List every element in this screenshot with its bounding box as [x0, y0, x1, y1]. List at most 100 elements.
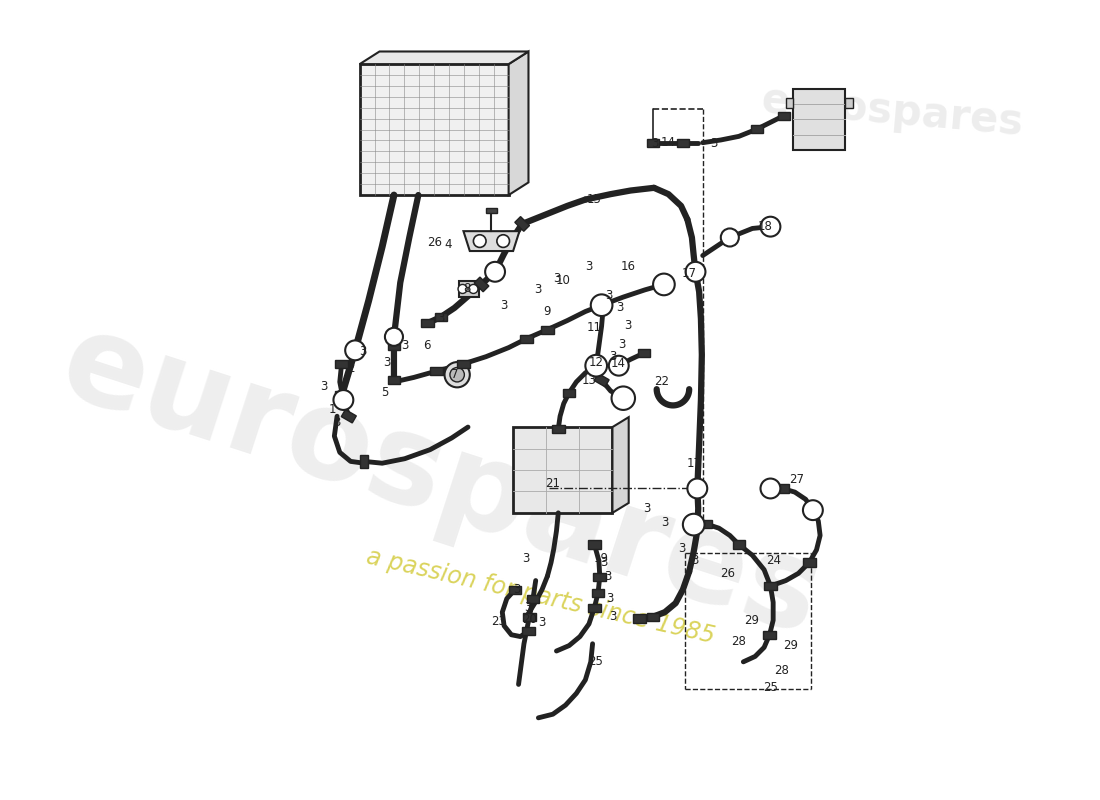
- Text: 16: 16: [620, 260, 636, 273]
- Bar: [676, 138, 690, 146]
- Text: 18: 18: [758, 220, 772, 233]
- Text: 3: 3: [522, 551, 529, 565]
- Text: 8: 8: [463, 282, 471, 294]
- Bar: [520, 334, 534, 342]
- Bar: [594, 374, 609, 387]
- Text: 7: 7: [451, 368, 459, 382]
- Text: 3: 3: [651, 137, 659, 150]
- Text: 1: 1: [329, 402, 337, 415]
- Bar: [803, 558, 815, 566]
- Bar: [638, 349, 650, 357]
- Bar: [563, 389, 575, 397]
- Text: 3: 3: [661, 516, 669, 530]
- Circle shape: [760, 217, 780, 237]
- Circle shape: [385, 328, 403, 346]
- Text: 3: 3: [644, 502, 650, 515]
- Text: 3: 3: [616, 302, 624, 314]
- Text: 20: 20: [521, 613, 537, 626]
- Text: 3: 3: [710, 137, 717, 150]
- Text: 19: 19: [594, 551, 609, 565]
- Text: 5: 5: [382, 386, 388, 399]
- Text: 21: 21: [546, 477, 560, 490]
- Circle shape: [444, 362, 470, 387]
- Text: 3: 3: [320, 380, 327, 393]
- Bar: [594, 573, 606, 581]
- Text: 6: 6: [424, 339, 431, 352]
- Bar: [336, 391, 348, 399]
- Text: 28: 28: [773, 664, 789, 678]
- Circle shape: [653, 274, 674, 295]
- Text: 3: 3: [606, 592, 614, 605]
- Text: 29: 29: [783, 639, 798, 652]
- Text: 3: 3: [604, 570, 612, 582]
- Text: 3: 3: [553, 272, 560, 285]
- Circle shape: [720, 229, 739, 246]
- Bar: [486, 208, 497, 213]
- Bar: [421, 319, 433, 327]
- Text: 15: 15: [587, 193, 602, 206]
- Bar: [341, 410, 356, 423]
- Bar: [793, 89, 846, 150]
- Text: 3: 3: [605, 289, 613, 302]
- Bar: [430, 367, 442, 375]
- Bar: [764, 582, 777, 590]
- Bar: [588, 603, 601, 612]
- Circle shape: [683, 514, 704, 535]
- Bar: [541, 326, 553, 334]
- Bar: [700, 520, 712, 528]
- Circle shape: [485, 262, 505, 282]
- Text: 3: 3: [691, 554, 698, 567]
- Circle shape: [608, 356, 629, 376]
- Circle shape: [458, 285, 468, 294]
- Circle shape: [760, 478, 780, 498]
- Bar: [785, 98, 793, 108]
- Text: 3: 3: [534, 283, 541, 296]
- Text: 29: 29: [744, 614, 759, 627]
- Circle shape: [497, 234, 509, 247]
- Text: 10: 10: [556, 274, 570, 287]
- Bar: [513, 427, 613, 513]
- Bar: [647, 138, 659, 146]
- Text: 3: 3: [618, 338, 625, 350]
- Bar: [552, 425, 564, 433]
- Text: 25: 25: [587, 655, 603, 668]
- Text: 3: 3: [333, 416, 341, 429]
- Text: 26: 26: [427, 236, 442, 250]
- Bar: [524, 613, 536, 621]
- Text: 3: 3: [513, 583, 520, 596]
- Circle shape: [469, 285, 477, 294]
- Bar: [458, 360, 470, 368]
- Text: 28: 28: [732, 635, 746, 649]
- Text: 17: 17: [682, 267, 696, 280]
- Text: 27: 27: [789, 473, 804, 486]
- Text: 25: 25: [763, 681, 778, 694]
- Text: 22: 22: [654, 375, 670, 389]
- Bar: [508, 586, 521, 594]
- Bar: [474, 277, 488, 292]
- Bar: [733, 540, 745, 549]
- Text: 3: 3: [585, 260, 593, 273]
- Text: 17: 17: [686, 457, 701, 470]
- Bar: [616, 391, 630, 406]
- Polygon shape: [613, 417, 629, 513]
- Text: 3: 3: [360, 345, 367, 358]
- Bar: [387, 342, 400, 350]
- Bar: [595, 301, 608, 310]
- Bar: [459, 281, 478, 297]
- Bar: [776, 485, 789, 493]
- Circle shape: [585, 355, 607, 377]
- Bar: [846, 98, 852, 108]
- Bar: [434, 313, 448, 321]
- Bar: [515, 217, 529, 231]
- Text: 13: 13: [582, 374, 596, 386]
- Text: 26: 26: [720, 567, 736, 580]
- Text: 24: 24: [766, 554, 781, 567]
- Text: 3: 3: [402, 339, 408, 352]
- Circle shape: [591, 294, 613, 316]
- Bar: [527, 594, 539, 602]
- Polygon shape: [508, 51, 528, 195]
- Text: 3: 3: [437, 312, 444, 326]
- Bar: [387, 376, 400, 384]
- Circle shape: [803, 500, 823, 520]
- Circle shape: [333, 390, 353, 410]
